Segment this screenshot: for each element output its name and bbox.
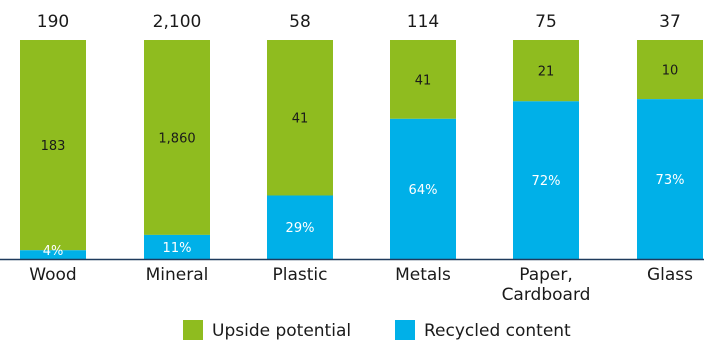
category-label: Wood (29, 265, 76, 285)
upside-value-label: 10 (662, 64, 679, 79)
total-value-label: 75 (535, 12, 557, 32)
recycled-value-label: 4% (43, 244, 64, 259)
recycled-segment (513, 101, 579, 259)
recycled-value-label: 72% (532, 174, 561, 189)
category-label: Metals (395, 265, 451, 285)
upside-segment (267, 40, 333, 196)
category-label: Plastic (273, 265, 328, 285)
recycled-segment (637, 99, 703, 259)
upside-segment (144, 40, 210, 235)
total-value-label: 2,100 (153, 12, 202, 32)
recycled-value-label: 73% (656, 173, 685, 188)
legend-label-recycled: Recycled content (424, 321, 571, 341)
upside-segment (390, 40, 456, 119)
total-value-label: 37 (659, 12, 681, 32)
upside-segment (637, 40, 703, 100)
legend-swatch-recycled (395, 320, 415, 340)
recycled-segment (20, 250, 86, 259)
upside-segment (20, 40, 86, 251)
recycled-value-label: 29% (286, 221, 315, 236)
legend-swatch-upside (183, 320, 203, 340)
upside-value-label: 1,860 (158, 131, 195, 146)
upside-segment (513, 40, 579, 102)
upside-value-label: 183 (41, 139, 66, 154)
recycled-value-label: 11% (163, 241, 192, 256)
category-label: Paper, Cardboard (502, 265, 591, 305)
upside-value-label: 21 (538, 65, 555, 80)
total-value-label: 190 (37, 12, 69, 32)
total-value-label: 58 (289, 12, 311, 32)
category-label: Glass (647, 265, 693, 285)
recycled-segment (267, 195, 333, 259)
recycled-segment (144, 234, 210, 259)
recycled-segment (390, 118, 456, 259)
upside-value-label: 41 (415, 73, 432, 88)
recycled-value-label: 64% (409, 183, 438, 198)
total-value-label: 114 (407, 12, 439, 32)
legend-label-upside: Upside potential (212, 321, 351, 341)
upside-value-label: 41 (292, 112, 309, 127)
category-label: Mineral (146, 265, 209, 285)
